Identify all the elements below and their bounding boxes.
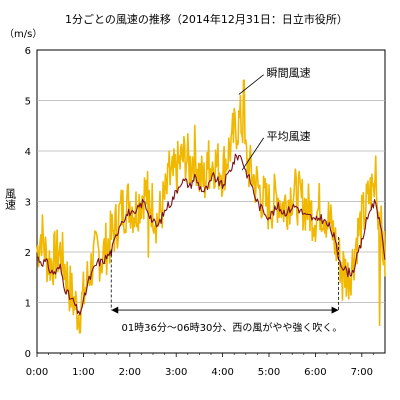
y-axis-label: 風速 bbox=[4, 188, 17, 210]
y-axis-label-text: 風速 bbox=[4, 188, 17, 210]
series-layer bbox=[36, 79, 386, 334]
y-unit-label: （m/s） bbox=[4, 28, 42, 40]
y-tick-label: 0 bbox=[25, 349, 31, 360]
y-tick-label: 5 bbox=[25, 97, 31, 108]
leader-line-gust bbox=[238, 74, 264, 95]
annotation-arrow-right bbox=[331, 306, 339, 314]
y-tick-label: 6 bbox=[25, 46, 31, 57]
annotation-arrow-left bbox=[111, 306, 119, 314]
series-line-mean bbox=[36, 153, 386, 316]
grid bbox=[37, 100, 385, 303]
y-tick-label: 2 bbox=[25, 248, 31, 259]
x-tick-label: 1:00 bbox=[72, 367, 94, 378]
leader-line-mean bbox=[241, 137, 265, 171]
x-tick-label: 3:00 bbox=[165, 367, 187, 378]
y-tick-label: 3 bbox=[25, 198, 31, 209]
x-tick-label: 6:00 bbox=[304, 367, 326, 378]
x-tick-label: 4:00 bbox=[211, 367, 233, 378]
axis-ticks: 0 1 2 3 4 5 6 0:00 1:00 2:00 3:00 4:00 5:00 6:00 7:00 bbox=[25, 46, 374, 378]
series-label-mean: 平均風速 bbox=[267, 130, 311, 143]
y-tick-label: 1 bbox=[25, 299, 31, 310]
chart-title: 1分ごとの風速の推移（2014年12月31日：日立市役所） bbox=[65, 12, 348, 26]
x-tick-label: 0:00 bbox=[26, 367, 48, 378]
annotation: 01時36分～06時30分、西の風がやや強く吹く。 bbox=[110, 236, 342, 334]
annotation-text: 01時36分～06時30分、西の風がやや強く吹く。 bbox=[121, 321, 342, 334]
x-tick-label: 5:00 bbox=[258, 367, 280, 378]
series-label-gust: 瞬間風速 bbox=[267, 67, 311, 80]
y-tick-label: 4 bbox=[25, 147, 31, 158]
x-tick-label: 2:00 bbox=[119, 367, 141, 378]
x-tick-label: 7:00 bbox=[351, 367, 373, 378]
